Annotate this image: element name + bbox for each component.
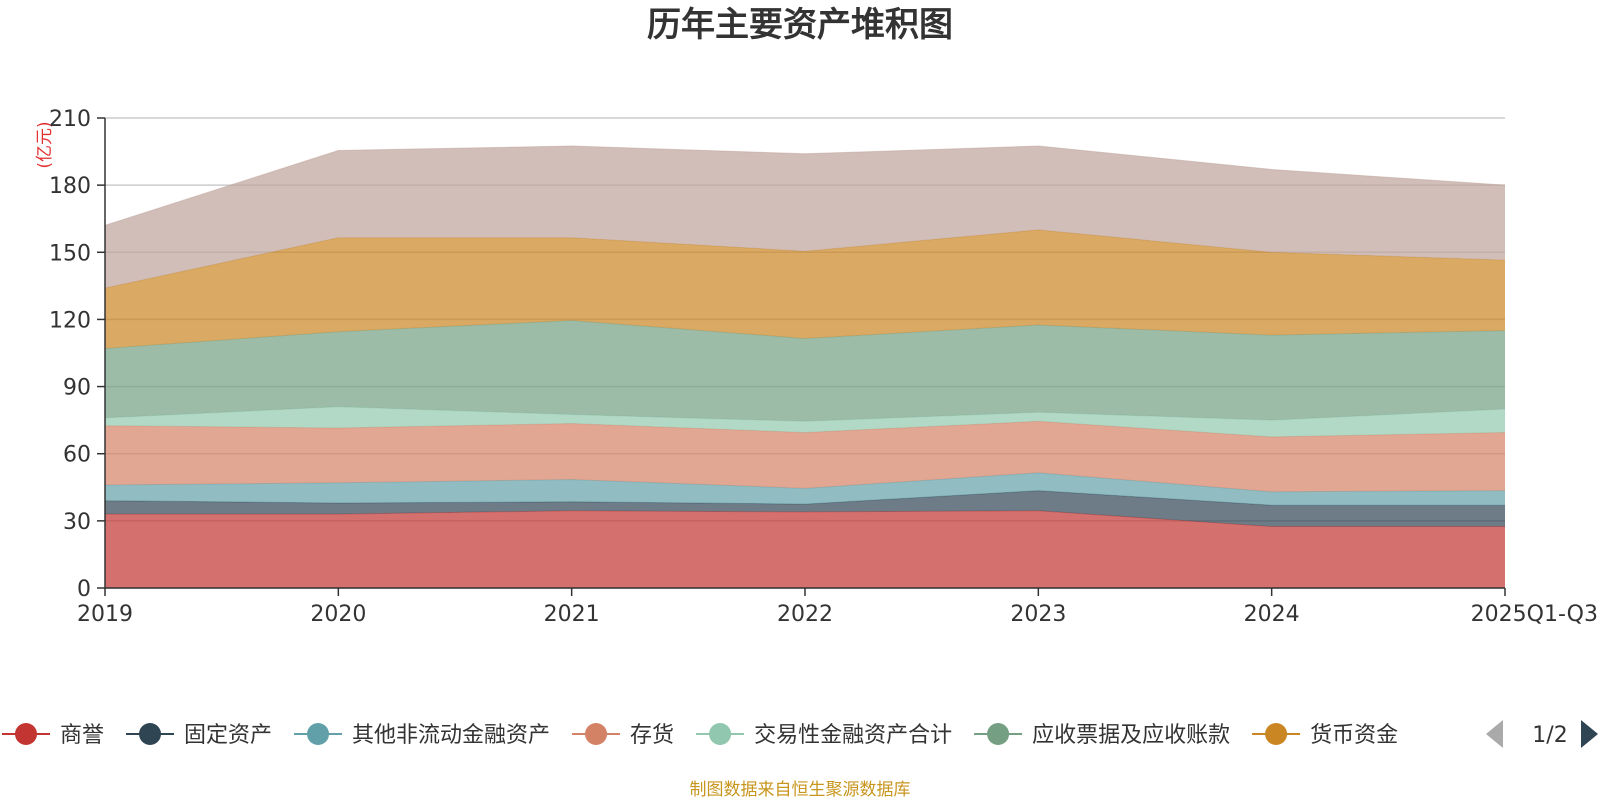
y-tick-label: 90 [63,376,91,401]
legend-label: 商誉 [60,723,104,748]
area-series-7 [105,146,1505,289]
legend-item-2[interactable]: 其他非流动金融资产 [294,723,550,748]
y-tick-label: 60 [63,443,91,468]
x-tick-label: 2024 [1244,602,1300,627]
area-series-3 [105,421,1505,492]
x-tick-label: 2020 [310,602,366,627]
legend-label: 存货 [630,723,674,748]
x-tick-label: 2019 [77,602,133,627]
legend-label: 货币资金 [1310,723,1398,748]
legend-marker-icon [709,723,732,745]
area-series-6 [105,229,1505,349]
x-tick-label: 2022 [777,602,833,627]
legend-pager[interactable]: 1/2 [1486,720,1598,748]
legend-item-4[interactable]: 交易性金融资产合计 [696,723,952,748]
area-series-0 [105,510,1505,588]
y-tick-label: 120 [49,308,91,333]
area-edge-7 [104,145,1506,226]
y-tick-label: 0 [77,577,91,602]
axes-group: 0 30 60 90 120 150 180 210 2019 2020 2021 2022 2023 2… [49,107,1598,627]
legend-item-3[interactable]: 存货 [572,723,674,748]
prev-page-icon[interactable] [1486,720,1503,748]
legend-marker-icon [307,723,330,745]
legend-item-5[interactable]: 应收票据及应收账款 [974,723,1230,748]
area-series-1 [105,490,1505,527]
x-tick-label: 2025Q1-Q3 [1471,602,1598,627]
legend-label: 应收票据及应收账款 [1032,723,1230,748]
y-axis-unit-label: (亿元) [35,121,55,168]
chart-title: 历年主要资产堆积图 [647,5,953,45]
area-series-2 [105,472,1505,506]
legend-item-0[interactable]: 商誉 [2,723,104,748]
data-source-note: 制图数据来自恒生聚源数据库 [690,780,911,800]
y-tick-label: 210 [49,107,91,132]
legend-label: 交易性金融资产合计 [754,723,952,748]
area-series-5 [105,320,1505,422]
legend-marker-icon [139,723,162,745]
legend-marker-icon [585,723,608,745]
y-tick-label: 150 [49,241,91,266]
area-series-group [104,145,1506,588]
y-tick-label: 180 [49,174,91,199]
legend-label: 其他非流动金融资产 [352,723,550,748]
legend-label: 固定资产 [184,723,272,748]
legend-page-indicator: 1/2 [1532,723,1567,748]
legend-item-6[interactable]: 货币资金 [1252,723,1398,748]
legend-marker-icon [1265,723,1288,745]
next-page-icon[interactable] [1581,720,1598,748]
x-tick-label: 2021 [544,602,600,627]
legend-item-1[interactable]: 固定资产 [126,723,272,748]
legend-marker-icon [15,723,37,745]
y-tick-label: 30 [63,510,91,535]
legend[interactable]: 商誉 固定资产 其他非流动金融资产 存货 交易性金融资产合计 应收票据及应收账款 货币资金 1… [2,720,1598,748]
legend-marker-icon [987,723,1010,745]
x-tick-label: 2023 [1010,602,1066,627]
